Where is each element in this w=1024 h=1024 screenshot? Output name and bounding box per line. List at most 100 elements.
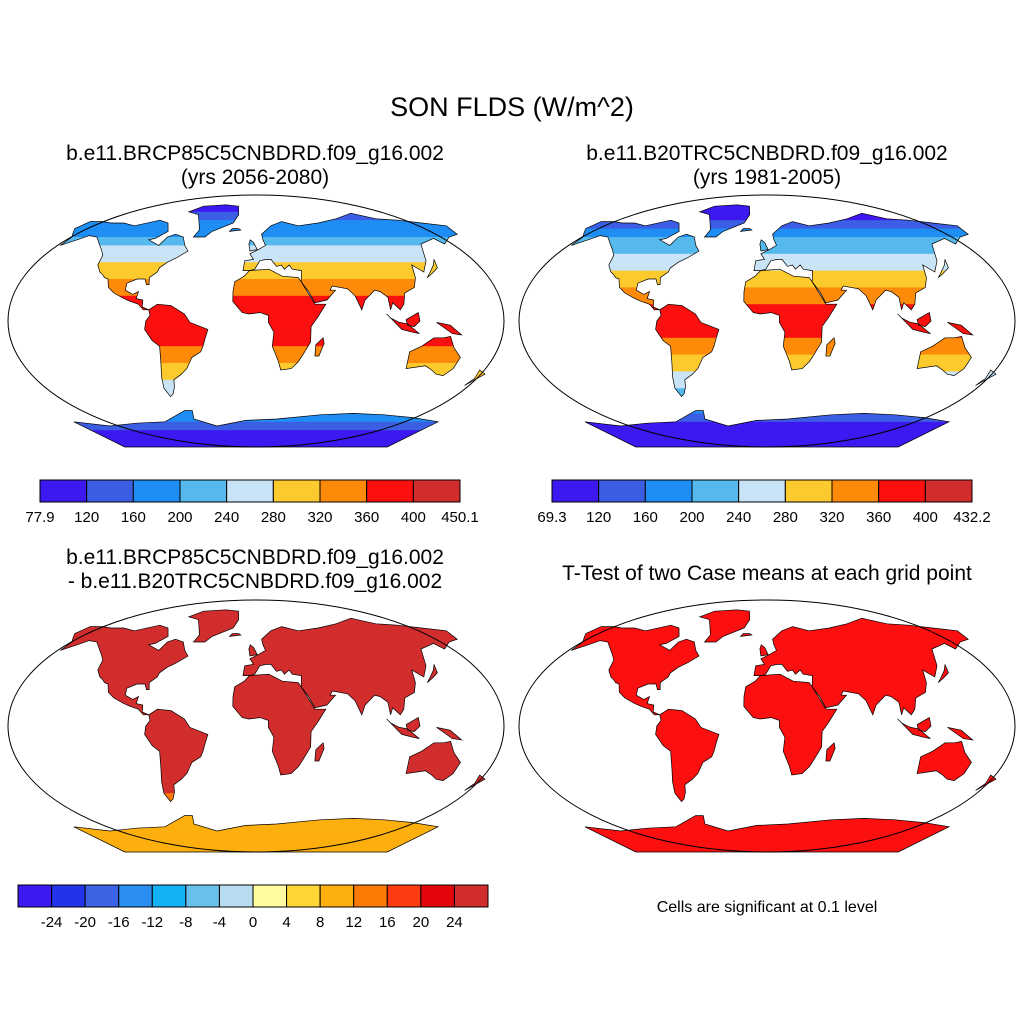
cb3-swatch-9 xyxy=(319,884,355,908)
cb1-tick-label-0: 77.9 xyxy=(25,509,54,526)
coastline-southamerica xyxy=(144,708,209,803)
land-band-6 xyxy=(571,245,997,255)
panel-3-title-line-2: - b.e11.B20TRC5CNBDRD.f09_g16.002 xyxy=(67,570,443,593)
cb3-tick-label-0: -24 xyxy=(41,914,63,931)
cb2-tick-label-6: 320 xyxy=(819,509,844,526)
cb2-tick-label-2: 160 xyxy=(633,509,658,526)
panel-1-title: b.e11.BRCP85C5CNBDRD.f09_g16.002 (yrs 20… xyxy=(20,142,490,190)
land-band-14 xyxy=(571,312,997,322)
land-band-22 xyxy=(60,784,486,794)
panel-4-title: T-Test of two Case means at each grid po… xyxy=(532,562,1002,586)
land-band-28 xyxy=(60,430,486,440)
coastline-japan xyxy=(937,664,949,683)
cb2-tick-label-9: 432.2 xyxy=(953,509,991,526)
cb1-tick-label-3: 200 xyxy=(167,509,192,526)
cb3-tick-label-3: -12 xyxy=(141,914,163,931)
panel-3-title: b.e11.BRCP85C5CNBDRD.f09_g16.002 - b.e11… xyxy=(20,546,490,594)
land-band-1 xyxy=(60,204,486,213)
coastline-newzealand xyxy=(464,774,486,791)
cb2-tick-label-3: 200 xyxy=(679,509,704,526)
cb1-tick-label-9: 450.1 xyxy=(441,509,479,526)
coastline-eurasia xyxy=(242,212,458,311)
land-band-13 xyxy=(60,304,486,314)
cb1-tick-label-4: 240 xyxy=(214,509,239,526)
cb2-swatch-0 xyxy=(551,479,600,503)
coastline-eurasia xyxy=(242,617,458,716)
coastline-indonesia xyxy=(897,313,931,334)
cb2-tick-label-7: 360 xyxy=(866,509,891,526)
cb2-swatch-7 xyxy=(878,479,926,503)
land-band-7 xyxy=(571,253,997,263)
land-band-25 xyxy=(571,405,997,414)
land-band-3 xyxy=(571,220,997,230)
coastline-africa xyxy=(743,673,838,776)
land-band-14 xyxy=(60,717,486,727)
coastline-northamerica xyxy=(571,219,700,311)
coastline-indonesia xyxy=(897,718,931,739)
coastline-japan xyxy=(426,259,438,278)
cb2-tick-label-8: 400 xyxy=(913,509,938,526)
coastline-antarctica xyxy=(584,410,951,448)
coastline-greenland xyxy=(187,204,240,238)
land-band-9 xyxy=(571,270,997,280)
coastline-japan xyxy=(937,259,949,278)
land-band-16 xyxy=(60,329,486,339)
cb3-swatch-2 xyxy=(84,884,120,908)
land-band-18 xyxy=(571,346,997,356)
land-band-19 xyxy=(60,354,486,364)
map-panel-future xyxy=(7,194,505,448)
land-band-29 xyxy=(571,438,997,447)
cb1-swatch-3 xyxy=(179,479,228,503)
cb1-swatch-8 xyxy=(412,479,461,503)
cb1-swatch-1 xyxy=(86,479,134,503)
coastline-indonesia xyxy=(386,313,420,334)
land-band-24 xyxy=(60,801,486,811)
coastline-iceland xyxy=(228,633,242,637)
coastline-southamerica xyxy=(655,303,720,398)
coastline-australia xyxy=(916,335,972,376)
coastline-southamerica xyxy=(144,303,209,398)
land-band-15 xyxy=(60,321,486,330)
land-band-2 xyxy=(571,211,997,221)
coastline-eurasia xyxy=(753,617,969,716)
cb1-tick-label-7: 360 xyxy=(354,509,379,526)
land-band-4 xyxy=(60,633,486,643)
cb3-tick-label-12: 24 xyxy=(446,914,463,931)
land-band-23 xyxy=(571,388,997,398)
coastline-newzealand xyxy=(975,774,997,791)
coastline-madagascar xyxy=(314,742,325,762)
land-band-19 xyxy=(60,759,486,769)
land-band-12 xyxy=(60,700,486,710)
coastline-antarctica xyxy=(584,815,951,853)
coastline-madagascar xyxy=(314,337,325,357)
land-band-3 xyxy=(60,625,486,635)
land-band-23 xyxy=(60,388,486,398)
land-band-24 xyxy=(571,396,997,406)
land-band-19 xyxy=(571,354,997,364)
land-band-15 xyxy=(571,321,997,330)
coastline-australia xyxy=(405,740,461,781)
land-band-17 xyxy=(60,742,486,752)
cb3-swatch-8 xyxy=(286,884,321,908)
land-band-29 xyxy=(60,843,486,852)
coastline-newzealand xyxy=(464,369,486,386)
land-band-6 xyxy=(60,245,486,255)
cb3-swatch-0 xyxy=(17,884,53,908)
land-band-16 xyxy=(60,734,486,744)
map-border xyxy=(518,194,1016,448)
land-band-17 xyxy=(60,337,486,347)
coastline-borneo xyxy=(405,717,421,732)
land-band-13 xyxy=(571,304,997,314)
land-band-20 xyxy=(571,363,997,372)
coastline-southamerica xyxy=(655,708,720,803)
coastline-newguinea xyxy=(436,322,463,336)
panel-1-title-line-1: b.e11.BRCP85C5CNBDRD.f09_g16.002 xyxy=(66,142,444,165)
land-band-23 xyxy=(60,793,486,803)
land-band-27 xyxy=(60,421,486,431)
map-border xyxy=(518,599,1016,853)
cb1-tick-label-1: 120 xyxy=(74,509,99,526)
coastline-antarctica xyxy=(73,410,440,448)
land-band-22 xyxy=(571,379,997,389)
cb3-tick-label-5: -4 xyxy=(213,914,226,931)
cb3-tick-label-2: -16 xyxy=(108,914,130,931)
